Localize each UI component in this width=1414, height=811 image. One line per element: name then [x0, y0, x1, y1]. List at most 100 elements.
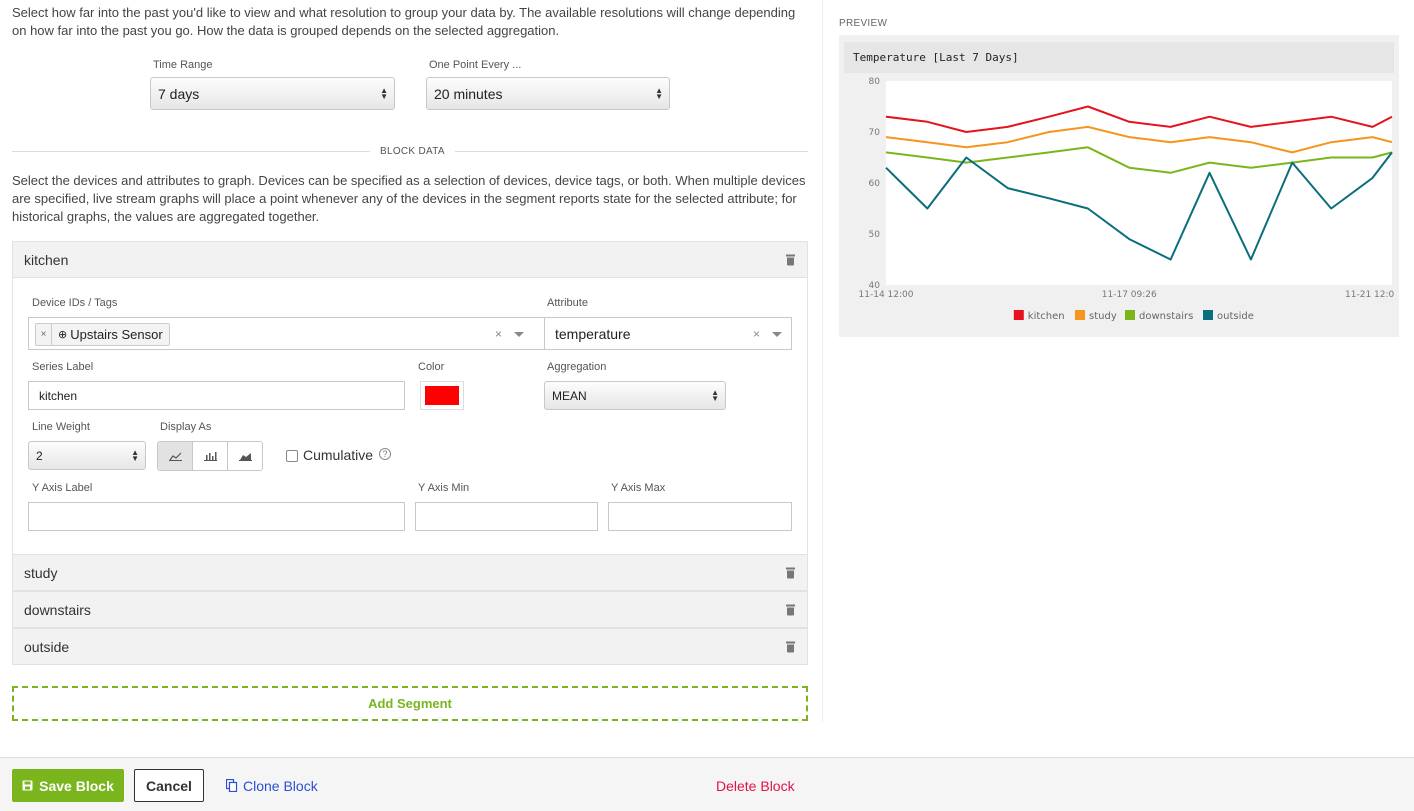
intro-help-text: Select how far into the past you'd like … — [12, 5, 796, 38]
device-tag-chip: × ⊕ Upstairs Sensor — [35, 323, 170, 346]
bar-chart-icon — [203, 452, 217, 461]
trash-icon[interactable] — [786, 604, 795, 615]
display-area-button[interactable] — [228, 442, 262, 470]
add-segment-button[interactable]: Add Segment — [12, 686, 808, 721]
trash-icon[interactable] — [786, 641, 795, 652]
copy-icon — [226, 779, 238, 792]
clone-block-button[interactable]: Clone Block — [226, 769, 318, 802]
time-range-label: Time Range — [153, 59, 213, 71]
attribute-label: Attribute — [547, 297, 588, 309]
save-icon — [22, 780, 33, 791]
color-swatch — [425, 386, 459, 405]
select-arrows-icon: ▲ ▼ — [131, 447, 139, 463]
aggregation-label: Aggregation — [547, 361, 607, 373]
line-weight-label: Line Weight — [32, 421, 90, 433]
preview-box: Temperature [Last 7 Days] 40 50 60 70 80 11-1… — [839, 35, 1399, 337]
segment-header-study[interactable]: study — [12, 554, 808, 591]
segment-name: kitchen — [24, 251, 69, 268]
cumulative-label: Cumulative — [303, 447, 374, 463]
plot-area — [886, 81, 1392, 285]
legend-label-downstairs: downstairs — [1139, 311, 1193, 322]
y-tick-label: 40 — [869, 281, 881, 291]
remove-tag-icon[interactable]: × — [36, 324, 52, 345]
select-arrows-icon: ▲ ▼ — [380, 85, 388, 101]
save-block-button[interactable]: Save Block — [12, 769, 124, 802]
resolution-value: 20 minutes — [434, 85, 503, 102]
select-arrows-icon: ▲ ▼ — [711, 387, 719, 403]
attribute-value: temperature — [555, 325, 631, 342]
clear-icon[interactable]: × — [753, 327, 761, 341]
segment-name: study — [24, 564, 58, 581]
series-line-outside — [885, 151, 1393, 261]
series-label-value: kitchen — [39, 388, 78, 403]
line-chart-icon — [168, 452, 182, 461]
aggregation-value: MEAN — [552, 388, 587, 403]
cumulative-checkbox[interactable] — [286, 450, 298, 462]
device-ids-label: Device IDs / Tags — [32, 297, 118, 309]
segment-header-downstairs[interactable]: downstairs — [12, 591, 808, 628]
devices-help-text: Select the devices and attributes to gra… — [12, 173, 806, 224]
y-axis-min-label: Y Axis Min — [418, 482, 470, 494]
delete-block-button[interactable]: Delete Block — [716, 777, 795, 794]
x-tick-label: 11-14 12:00 — [859, 290, 914, 300]
segment-name: outside — [24, 638, 70, 655]
y-tick-label: 70 — [869, 128, 881, 138]
time-range-value: 7 days — [158, 85, 200, 102]
chevron-down-icon[interactable] — [514, 332, 524, 337]
legend-swatch-study — [1075, 310, 1085, 320]
segment-name: downstairs — [24, 601, 91, 618]
line-weight-value: 2 — [36, 448, 43, 463]
temperature-chart: 40 50 60 70 80 11-14 12:00 11-17 09:26 11-21 12… — [859, 77, 1394, 322]
segment-header-outside[interactable]: outside — [12, 628, 808, 665]
trash-icon[interactable] — [786, 567, 795, 578]
block-data-heading: BLOCK DATA — [370, 146, 455, 157]
footer-bar: Save Block Cancel Clone Block Delete Blo… — [0, 757, 1414, 811]
series-label-input[interactable]: kitchen — [28, 381, 405, 410]
preview-panel: PREVIEW Temperature [Last 7 Days] 40 50 60… — [822, 0, 1414, 722]
color-picker[interactable] — [420, 381, 464, 410]
display-bar-button[interactable] — [193, 442, 228, 470]
select-arrows-icon: ▲ ▼ — [655, 85, 663, 101]
cancel-button[interactable]: Cancel — [134, 769, 204, 802]
crosshair-icon: ⊕ — [58, 329, 68, 341]
help-icon[interactable]: ? — [379, 448, 391, 460]
legend-label-outside: outside — [1217, 311, 1254, 322]
y-axis-max-label: Y Axis Max — [611, 482, 666, 494]
display-line-button[interactable] — [158, 442, 193, 470]
time-range-select[interactable]: 7 days ▲ ▼ — [150, 77, 395, 110]
segment-header-kitchen[interactable]: kitchen — [12, 241, 808, 278]
y-axis-label-input[interactable] — [28, 502, 405, 531]
legend-swatch-kitchen — [1013, 310, 1024, 320]
y-axis-max-input[interactable] — [608, 502, 792, 531]
device-ids-input[interactable]: × ⊕ Upstairs Sensor × — [28, 317, 546, 350]
legend-swatch-outside — [1203, 310, 1213, 320]
area-chart-icon — [238, 453, 252, 461]
color-label: Color — [418, 361, 445, 373]
y-tick-label: 60 — [869, 179, 881, 189]
legend-label-kitchen: kitchen — [1028, 311, 1065, 322]
clear-icon[interactable]: × — [495, 327, 503, 341]
save-block-label: Save Block — [39, 777, 114, 794]
chart-title: Temperature [Last 7 Days] — [844, 42, 1394, 73]
series-line-study — [885, 125, 1393, 154]
series-label-label: Series Label — [32, 361, 94, 373]
y-tick-label: 80 — [869, 77, 881, 87]
x-tick-label: 11-17 09:26 — [1102, 290, 1157, 300]
device-tag-label: Upstairs Sensor — [70, 327, 163, 342]
y-tick-label: 50 — [869, 230, 881, 240]
y-axis-label-label: Y Axis Label — [32, 482, 93, 494]
resolution-select[interactable]: 20 minutes ▲ ▼ — [426, 77, 670, 110]
attribute-input[interactable]: temperature × — [544, 317, 792, 350]
display-as-toggle — [157, 441, 263, 471]
preview-heading: PREVIEW — [839, 18, 888, 29]
clone-block-label: Clone Block — [243, 777, 318, 794]
resolution-label: One Point Every ... — [429, 59, 522, 71]
aggregation-select[interactable]: MEAN ▲ ▼ — [544, 381, 726, 410]
legend-label-study: study — [1089, 311, 1117, 322]
display-as-label: Display As — [160, 421, 212, 433]
trash-icon[interactable] — [786, 254, 795, 265]
series-line-kitchen — [885, 105, 1393, 133]
line-weight-select[interactable]: 2 ▲ ▼ — [28, 441, 146, 470]
chevron-down-icon[interactable] — [772, 332, 782, 337]
y-axis-min-input[interactable] — [415, 502, 598, 531]
